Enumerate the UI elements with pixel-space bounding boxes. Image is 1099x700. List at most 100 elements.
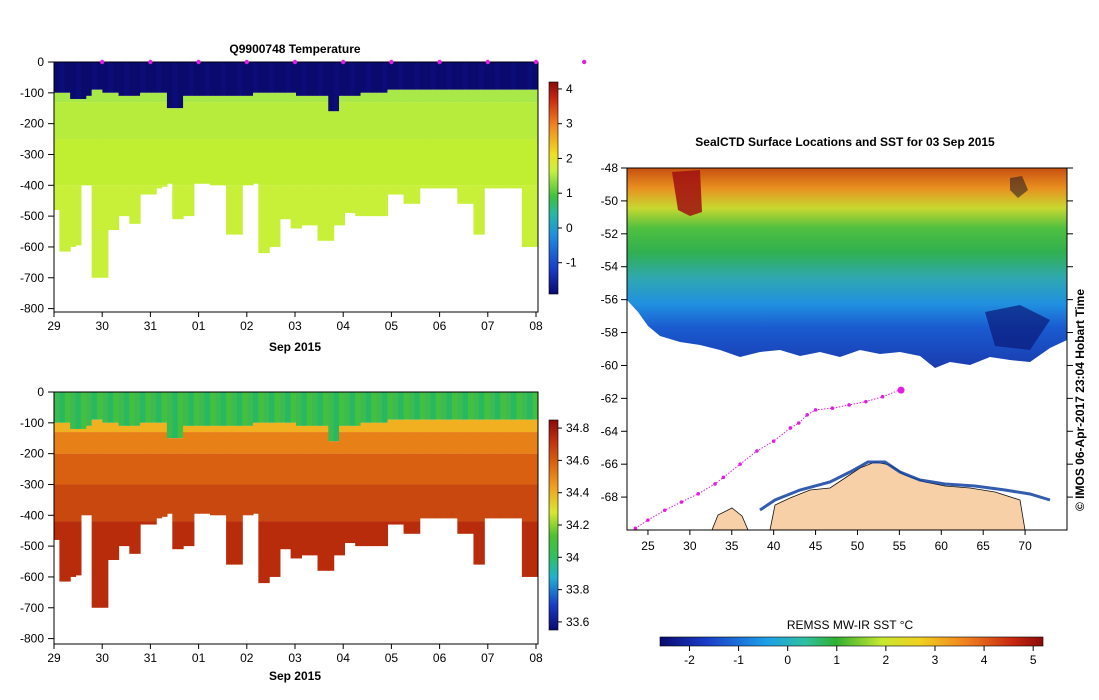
temperature-depth-cell <box>215 102 222 140</box>
salinity-mixed-layer-cell <box>398 392 405 420</box>
salinity-depth-cell <box>226 453 233 485</box>
salinity-depth-cell <box>489 432 496 454</box>
profile-marker <box>244 59 249 65</box>
salinity-depth-cell <box>349 432 356 454</box>
temperature-depth-cell <box>532 102 538 140</box>
salinity-depth-cell <box>59 432 66 454</box>
salinity-depth-cell <box>408 521 415 534</box>
salinity-mixed-layer-cell <box>242 392 249 426</box>
temperature-depth-cell <box>414 139 421 186</box>
salinity-mixed-layer-cell <box>140 392 147 423</box>
salinity-depth-cell <box>435 484 442 519</box>
temperature-panel: Q9900748 Temperature 0 -100 -200 -300 -400 -5… <box>20 42 587 354</box>
temperature-depth-cell <box>489 89 496 103</box>
temperature-depth-cell <box>317 139 324 186</box>
salinity-depth-cell <box>204 425 211 433</box>
salinity-colorbar-tick-label: 34.8 <box>566 421 590 435</box>
temperature-depth-cell <box>516 185 523 189</box>
temperature-title: Q9900748 Temperature <box>229 42 361 56</box>
temperature-depth-cell <box>123 185 130 217</box>
temperature-depth-cell <box>296 95 302 103</box>
salinity-depth-cell <box>328 521 335 571</box>
temperature-depth-cell <box>355 139 362 186</box>
map-lat-tick-label: -50 <box>601 194 619 208</box>
salinity-depth-cell <box>150 422 157 433</box>
salinity-mixed-layer-cell <box>392 392 399 420</box>
salinity-depth-cell <box>339 484 345 522</box>
temperature-depth-cell <box>478 185 485 235</box>
temperature-mixed-layer-cell <box>75 62 82 99</box>
salinity-mixed-layer-cell <box>54 392 60 423</box>
temperature-depth-cell <box>226 139 233 186</box>
temperature-depth-cell <box>382 185 389 217</box>
seal-surface-location <box>788 426 793 430</box>
salinity-depth-cell <box>392 419 399 433</box>
salinity-depth-cell <box>86 425 93 433</box>
salinity-mixed-layer-cell <box>296 392 302 426</box>
sst-colorbar <box>659 636 1044 647</box>
salinity-depth-cell <box>457 484 464 522</box>
temperature-depth-cell <box>91 139 98 186</box>
salinity-y-tick-label: -500 <box>20 539 44 553</box>
temperature-colorbar-tick-label: 4 <box>566 82 573 96</box>
salinity-depth-cell <box>457 432 464 454</box>
salinity-mixed-layer-cell <box>500 392 507 420</box>
temperature-mixed-layer-cell <box>333 62 340 112</box>
salinity-depth-cell <box>360 521 367 547</box>
salinity-depth-cell <box>70 484 77 522</box>
salinity-depth-cell <box>269 484 276 522</box>
salinity-depth-cell <box>392 484 399 522</box>
salinity-depth-cell <box>91 432 98 454</box>
temperature-mixed-layer-cell <box>484 62 491 90</box>
salinity-depth-cell <box>193 453 200 485</box>
temperature-depth-cell <box>521 89 528 103</box>
salinity-depth-cell <box>392 521 399 525</box>
temperature-depth-cell <box>97 102 103 140</box>
salinity-mixed-layer-cell <box>150 392 157 423</box>
salinity-depth-cell <box>54 432 60 454</box>
salinity-depth-cell <box>339 432 345 454</box>
temperature-depth-cell <box>75 102 82 140</box>
temperature-depth-cell <box>387 139 394 186</box>
salinity-depth-cell <box>473 419 480 433</box>
salinity-y-ticks: 0 -100 -200 -300 -400 -500 -600 -700 -800 <box>20 385 54 646</box>
salinity-mixed-layer-cell <box>360 392 367 423</box>
temperature-depth-cell <box>339 139 345 186</box>
salinity-mixed-layer-cell <box>484 392 491 420</box>
temperature-depth-cell <box>328 185 335 241</box>
salinity-depth-cell <box>161 484 168 517</box>
temperature-depth-cell <box>425 102 432 140</box>
temperature-depth-cell <box>408 102 415 140</box>
temperature-depth-cell <box>333 111 340 140</box>
temperature-depth-cell <box>107 139 114 186</box>
salinity-depth-cell <box>468 419 475 433</box>
salinity-depth-cell <box>204 453 211 485</box>
salinity-depth-cell <box>290 453 297 485</box>
salinity-depth-cell <box>274 521 281 577</box>
temperature-mixed-layer-cell <box>462 62 469 90</box>
temperature-depth-cell <box>339 102 345 140</box>
temperature-depth-cell <box>290 92 297 103</box>
temperature-depth-cell <box>376 185 383 217</box>
salinity-depth-cell <box>215 484 222 516</box>
temperature-depth-cell <box>156 139 163 186</box>
temperature-depth-cell <box>408 185 415 204</box>
salinity-depth-cell <box>193 432 200 454</box>
salinity-depth-cell <box>279 521 286 550</box>
temperature-depth-cell <box>532 89 538 103</box>
temperature-depth-cell <box>500 89 507 103</box>
salinity-depth-cell <box>145 521 152 525</box>
temperature-depth-cell <box>150 139 157 186</box>
salinity-depth-cell <box>403 484 410 522</box>
salinity-depth-cell <box>86 432 93 454</box>
salinity-depth-cell <box>306 521 313 556</box>
salinity-depth-cell <box>75 453 82 485</box>
cold-patch <box>985 305 1050 350</box>
temperature-depth-cell <box>258 139 265 186</box>
salinity-x-tick-label: 07 <box>481 651 495 665</box>
temperature-depth-cell <box>301 139 308 186</box>
salinity-depth-cell <box>274 432 281 454</box>
temperature-mixed-layer-cell <box>80 62 87 99</box>
salinity-depth-cell <box>118 453 125 485</box>
salinity-depth-cell <box>70 428 77 433</box>
